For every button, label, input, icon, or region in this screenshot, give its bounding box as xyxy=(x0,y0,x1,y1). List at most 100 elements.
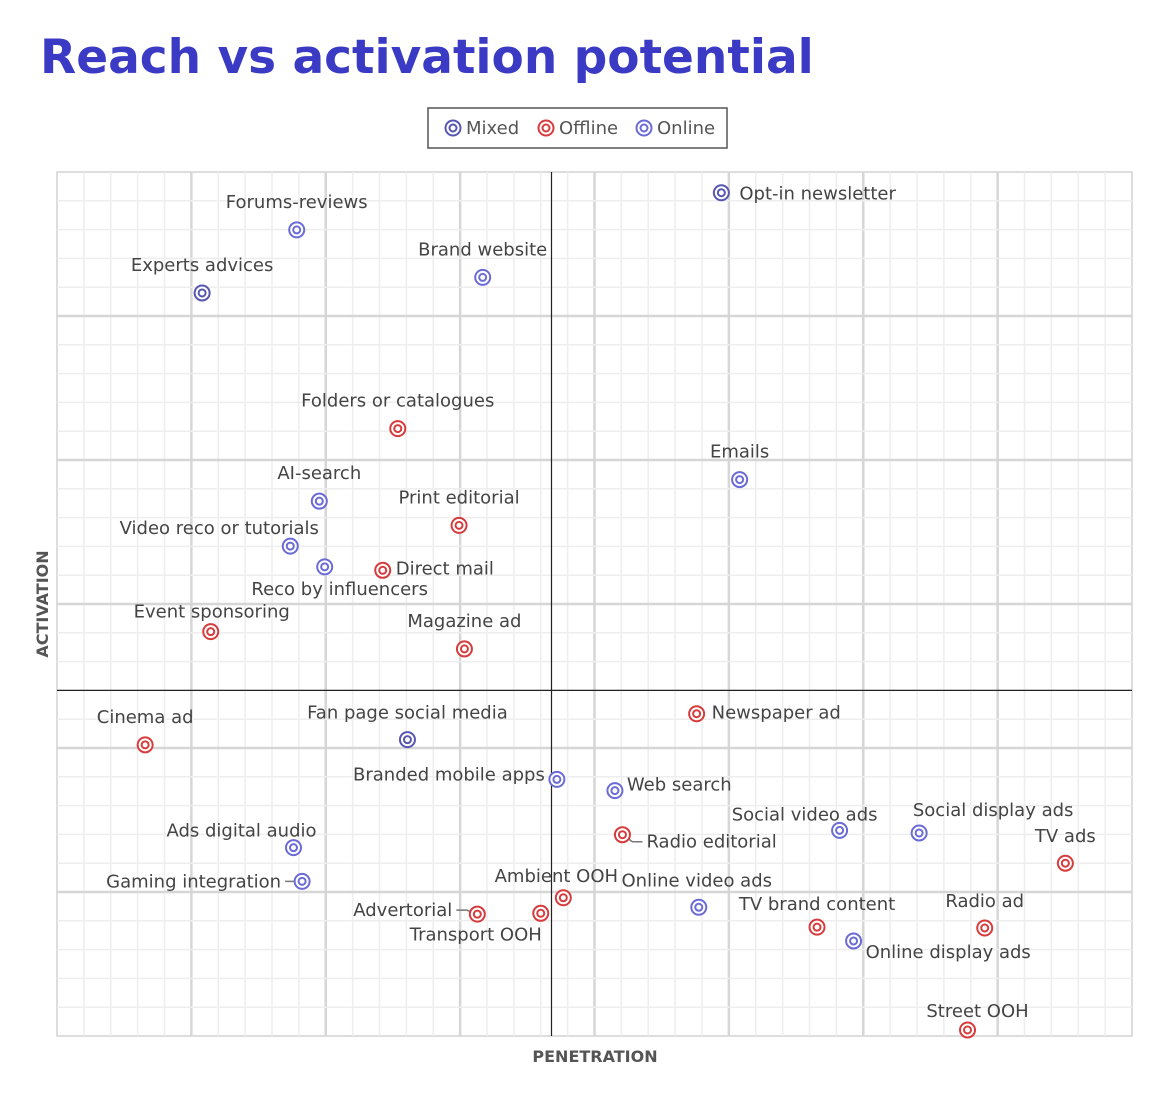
y-axis-label: ACTIVATION xyxy=(33,550,52,657)
point-marker-offline-icon xyxy=(455,640,473,658)
point-marker-offline-icon xyxy=(688,705,706,723)
point-marker-offline-icon xyxy=(389,420,407,438)
point-label: Print editorial xyxy=(398,487,519,508)
data-point: AI-search xyxy=(277,463,361,510)
point-marker-offline-icon xyxy=(374,561,392,579)
point-marker-offline-icon xyxy=(136,736,154,754)
point-marker-offline-icon xyxy=(450,516,468,534)
data-point: Radio editorial xyxy=(613,826,777,853)
point-marker-online-icon xyxy=(310,492,328,510)
point-label: TV brand content xyxy=(738,894,895,915)
data-point: Emails xyxy=(710,442,769,489)
point-marker-online-icon xyxy=(731,471,749,489)
point-label: Reco by influencers xyxy=(251,579,428,600)
point-marker-online-icon xyxy=(288,221,306,239)
point-marker-offline-icon xyxy=(468,905,486,923)
quadrant-lines xyxy=(57,172,1132,1036)
point-marker-offline-icon xyxy=(613,826,631,844)
point-marker-mixed-icon xyxy=(712,184,730,202)
data-point: Online video ads xyxy=(622,870,773,916)
point-label: Experts advices xyxy=(131,255,274,276)
data-point: Folders or catalogues xyxy=(301,391,494,438)
data-point: Transport OOH xyxy=(409,904,550,945)
data-point: Ambient OOH xyxy=(495,866,618,907)
point-label: Online video ads xyxy=(622,870,773,891)
legend-label-online: Online xyxy=(657,118,715,139)
point-marker-mixed-icon xyxy=(193,284,211,302)
grid xyxy=(56,171,1133,1037)
data-point: Print editorial xyxy=(398,487,520,534)
point-label: AI-search xyxy=(277,463,361,484)
point-label: Advertorial xyxy=(353,900,452,921)
point-label: Newspaper ad xyxy=(712,703,841,724)
data-point: Street OOH xyxy=(926,1001,1029,1039)
point-label: Radio editorial xyxy=(646,832,776,853)
point-label: Emails xyxy=(710,442,769,463)
chart-title: Reach vs activation potential xyxy=(40,30,814,85)
legend-marker-mixed-icon xyxy=(444,119,462,137)
data-point: Cinema ad xyxy=(97,707,194,754)
point-marker-offline-icon xyxy=(808,918,826,936)
point-label: Social display ads xyxy=(913,800,1074,821)
data-point: Brand website xyxy=(418,239,547,286)
data-point: Video reco or tutorials xyxy=(120,518,319,555)
legend-marker-offline-icon xyxy=(537,119,555,137)
data-point: Experts advices xyxy=(131,255,274,302)
point-marker-online-icon xyxy=(606,782,624,800)
data-point: Branded mobile apps xyxy=(353,764,566,788)
point-marker-online-icon xyxy=(548,770,566,788)
data-point: Opt-in newsletter xyxy=(712,184,896,205)
data-point: Online display ads xyxy=(845,932,1031,963)
point-label: Ads digital audio xyxy=(166,821,316,842)
point-label: Street OOH xyxy=(926,1001,1028,1022)
point-marker-online-icon xyxy=(293,872,311,890)
point-label: Web search xyxy=(627,775,732,796)
data-point: Advertorial xyxy=(353,900,486,923)
point-label: Folders or catalogues xyxy=(301,391,494,412)
legend-label-offline: Offline xyxy=(559,118,618,139)
point-marker-offline-icon xyxy=(959,1021,977,1039)
data-point: Web search xyxy=(606,775,732,800)
point-label: Magazine ad xyxy=(407,611,521,632)
point-marker-online-icon xyxy=(845,932,863,950)
data-point: Newspaper ad xyxy=(688,703,841,724)
point-marker-online-icon xyxy=(281,537,299,555)
data-point: Direct mail xyxy=(374,558,494,579)
data-point: Gaming integration xyxy=(106,871,311,892)
data-point: Reco by influencers xyxy=(251,558,428,600)
point-marker-online-icon xyxy=(910,824,928,842)
point-label: Direct mail xyxy=(396,558,494,579)
point-marker-offline-icon xyxy=(202,623,220,641)
data-points: Forums-reviews Experts advices Brand websi… xyxy=(97,184,1096,1039)
point-marker-offline-icon xyxy=(554,889,572,907)
point-label: Transport OOH xyxy=(409,924,542,945)
data-point: TV ads xyxy=(1034,826,1096,872)
point-label: Ambient OOH xyxy=(495,866,618,887)
point-label: Cinema ad xyxy=(97,707,194,728)
point-label: Event sponsoring xyxy=(134,602,290,623)
legend-marker-online-icon xyxy=(635,119,653,137)
data-point: Radio ad xyxy=(945,891,1024,937)
point-label: Fan page social media xyxy=(307,703,508,724)
point-marker-mixed-icon xyxy=(398,731,416,749)
point-label: Radio ad xyxy=(945,891,1024,912)
data-point: Forums-reviews xyxy=(226,192,368,239)
point-label: Branded mobile apps xyxy=(353,764,545,785)
point-marker-offline-icon xyxy=(976,919,994,937)
point-marker-online-icon xyxy=(831,821,849,839)
data-point: Social video ads xyxy=(732,804,878,839)
point-label: Opt-in newsletter xyxy=(739,184,896,205)
data-point: TV brand content xyxy=(738,894,895,936)
legend: Mixed Offline Online xyxy=(427,107,728,149)
point-label: Forums-reviews xyxy=(226,192,368,213)
point-marker-online-icon xyxy=(690,898,708,916)
data-point: Magazine ad xyxy=(407,611,521,658)
data-point: Ads digital audio xyxy=(166,821,317,857)
point-label: Video reco or tutorials xyxy=(120,518,319,539)
point-marker-offline-icon xyxy=(1056,854,1074,872)
point-label: Online display ads xyxy=(866,942,1031,963)
data-point: Event sponsoring xyxy=(134,602,290,641)
point-label: Brand website xyxy=(418,239,547,260)
point-marker-online-icon xyxy=(316,558,334,576)
